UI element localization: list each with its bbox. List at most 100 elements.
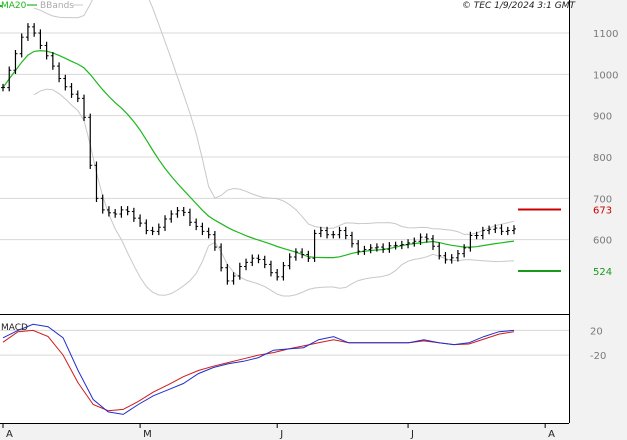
support-label: 524 bbox=[593, 267, 612, 278]
resistance-label: 673 bbox=[593, 205, 612, 216]
price-bar bbox=[244, 258, 249, 271]
price-bar bbox=[356, 240, 361, 255]
price-bar bbox=[325, 226, 330, 239]
price-bar bbox=[181, 206, 186, 217]
price-grid bbox=[0, 32, 569, 241]
price-bar bbox=[505, 226, 510, 236]
price-bar bbox=[349, 231, 354, 248]
price-bar bbox=[312, 229, 317, 262]
legend-ma20: MA20 bbox=[1, 1, 27, 11]
bottom-axis-panel bbox=[0, 423, 569, 440]
signal-line bbox=[2, 329, 515, 412]
price-bar bbox=[106, 206, 111, 217]
price-bar bbox=[25, 23, 30, 41]
support-resistance-levels: 673 524 bbox=[518, 205, 612, 278]
price-bar bbox=[337, 226, 342, 239]
macd-line bbox=[2, 323, 515, 415]
price-axis: 600 700 800 900 1000 1100 bbox=[593, 29, 618, 247]
copyright-stamp: © TEC 1/9/2024 3:1 GMT bbox=[462, 1, 577, 11]
price-bar bbox=[368, 244, 373, 254]
y-tick-label: 700 bbox=[593, 194, 612, 205]
price-bar bbox=[113, 209, 118, 218]
price-bars bbox=[1, 23, 516, 285]
y-tick-label: 1100 bbox=[593, 29, 618, 40]
macd-label: MACD bbox=[1, 323, 28, 333]
x-tick-label: M bbox=[143, 429, 152, 440]
price-bar bbox=[293, 248, 298, 261]
price-bar bbox=[57, 62, 62, 83]
price-bar bbox=[443, 252, 448, 264]
price-bar bbox=[50, 52, 55, 70]
price-bar bbox=[480, 226, 485, 240]
y-tick-label: 800 bbox=[593, 153, 612, 164]
price-bar bbox=[237, 262, 242, 280]
price-bar bbox=[131, 207, 136, 222]
price-bar bbox=[75, 90, 80, 103]
ma20-line bbox=[2, 49, 515, 259]
price-bar bbox=[499, 224, 504, 236]
price-bar bbox=[331, 230, 336, 239]
price-bar bbox=[194, 218, 199, 231]
price-bar bbox=[430, 235, 435, 250]
price-bar bbox=[94, 161, 99, 203]
upper-band bbox=[34, 0, 515, 235]
price-bar bbox=[449, 254, 454, 264]
price-bar bbox=[1, 83, 5, 92]
ma20-path bbox=[2, 49, 515, 259]
macd-axis: 20 -20 bbox=[590, 326, 606, 362]
price-bar bbox=[487, 225, 492, 235]
price-bar bbox=[362, 245, 367, 255]
price-bar bbox=[88, 113, 93, 169]
price-bar bbox=[306, 250, 311, 262]
price-bar bbox=[125, 206, 130, 216]
price-bar bbox=[187, 208, 192, 226]
y-tick-label: 1000 bbox=[593, 70, 618, 81]
price-bar bbox=[175, 206, 180, 218]
price-bar bbox=[63, 74, 68, 91]
price-bar bbox=[19, 33, 24, 58]
price-bar bbox=[13, 49, 18, 74]
price-bar bbox=[406, 239, 411, 249]
price-bar bbox=[150, 226, 155, 236]
price-bar bbox=[455, 249, 460, 262]
price-bar bbox=[250, 254, 255, 267]
price-bar bbox=[393, 241, 398, 250]
x-tick-label: J bbox=[279, 429, 283, 440]
price-bar bbox=[462, 244, 467, 258]
price-bar bbox=[32, 23, 37, 37]
price-bar bbox=[275, 268, 280, 281]
price-bar bbox=[100, 194, 105, 214]
legend-ma-swatch bbox=[0, 5, 2, 7]
price-bar bbox=[38, 29, 43, 50]
price-bar bbox=[343, 226, 348, 240]
price-bar bbox=[231, 272, 236, 285]
macd-tick-label: -20 bbox=[590, 351, 606, 362]
price-bar bbox=[225, 264, 230, 285]
macd-tick-label: 20 bbox=[590, 326, 603, 337]
price-bar bbox=[437, 242, 442, 260]
price-bar bbox=[318, 226, 323, 238]
macd-grid bbox=[0, 329, 569, 356]
price-bar bbox=[156, 223, 161, 236]
price-bar bbox=[200, 222, 205, 236]
price-bar bbox=[82, 94, 87, 122]
price-bar bbox=[163, 215, 168, 231]
x-tick-label: J bbox=[410, 429, 414, 440]
price-bar bbox=[144, 219, 149, 235]
price-bar bbox=[138, 214, 143, 227]
price-bar bbox=[374, 243, 379, 252]
price-bar bbox=[381, 243, 386, 253]
month-axis: AMJJAS bbox=[2, 423, 555, 440]
y-tick-label: 900 bbox=[593, 112, 612, 123]
right-axis-panel bbox=[569, 0, 627, 440]
price-bar bbox=[281, 261, 286, 281]
bollinger-bands bbox=[33, 0, 515, 297]
price-bar bbox=[387, 242, 392, 253]
price-bar bbox=[418, 233, 423, 246]
x-tick-label: A bbox=[6, 429, 13, 440]
price-bar bbox=[262, 255, 267, 269]
price-bar bbox=[300, 248, 305, 259]
price-bar bbox=[7, 66, 12, 92]
price-bar bbox=[287, 253, 292, 270]
